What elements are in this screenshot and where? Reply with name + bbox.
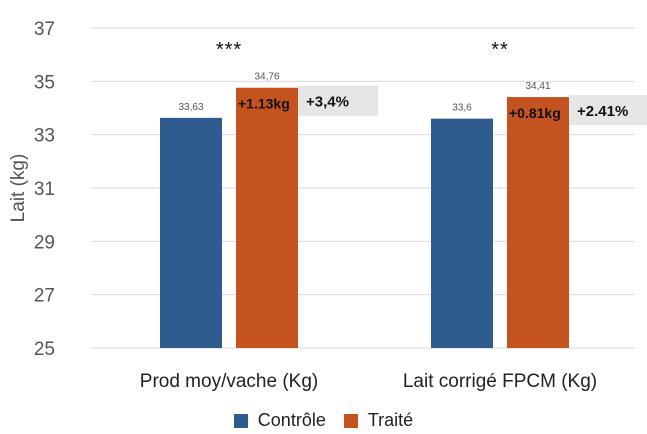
annotations: *** +1.13kg +3,4% ** +0.81kg +2.41% [216, 39, 647, 126]
data-label: 34,76 [254, 72, 279, 83]
legend-item-control: Contrôle [233, 410, 326, 431]
category-label: Lait corrigé FPCM (Kg) [403, 371, 597, 392]
y-axis-ticks: 25 27 29 31 33 35 37 [34, 19, 55, 360]
data-label: 33,6 [452, 103, 472, 114]
delta-label: +0.81kg [509, 105, 561, 121]
y-tick-label: 31 [34, 179, 55, 200]
legend: Contrôle Traité [0, 410, 647, 431]
legend-swatch-control [233, 413, 248, 428]
category-labels: Prod moy/vache (Kg) Lait corrigé FPCM (Kg… [140, 371, 597, 392]
legend-item-treated: Traité [343, 410, 414, 431]
category-label: Prod moy/vache (Kg) [140, 371, 318, 392]
y-tick-label: 25 [34, 339, 55, 360]
bar-control [431, 118, 493, 349]
data-label: 33,63 [178, 102, 203, 113]
legend-swatch-treated [343, 413, 358, 428]
delta-label: +1.13kg [238, 96, 290, 112]
bar-treated [236, 87, 298, 348]
y-axis-label: Lait (kg) [8, 154, 29, 223]
y-tick-label: 37 [34, 19, 55, 40]
y-tick-label: 35 [34, 72, 55, 93]
percent-box [569, 95, 647, 126]
percent-label: +3,4% [306, 94, 349, 111]
legend-label-control: Contrôle [257, 410, 326, 430]
y-tick-label: 29 [34, 232, 55, 253]
percent-label: +2.41% [577, 103, 628, 120]
data-label: 34,41 [525, 81, 550, 92]
significance-marker: ** [491, 39, 509, 61]
bar-control [160, 117, 222, 348]
legend-label-treated: Traité [367, 410, 414, 430]
bars: 33,63 34,76 33,6 34,41 [160, 72, 569, 349]
significance-marker: *** [216, 39, 242, 61]
bar-treated [507, 97, 569, 348]
y-tick-label: 33 [34, 126, 55, 147]
percent-box [298, 85, 378, 116]
y-tick-label: 27 [34, 286, 55, 307]
